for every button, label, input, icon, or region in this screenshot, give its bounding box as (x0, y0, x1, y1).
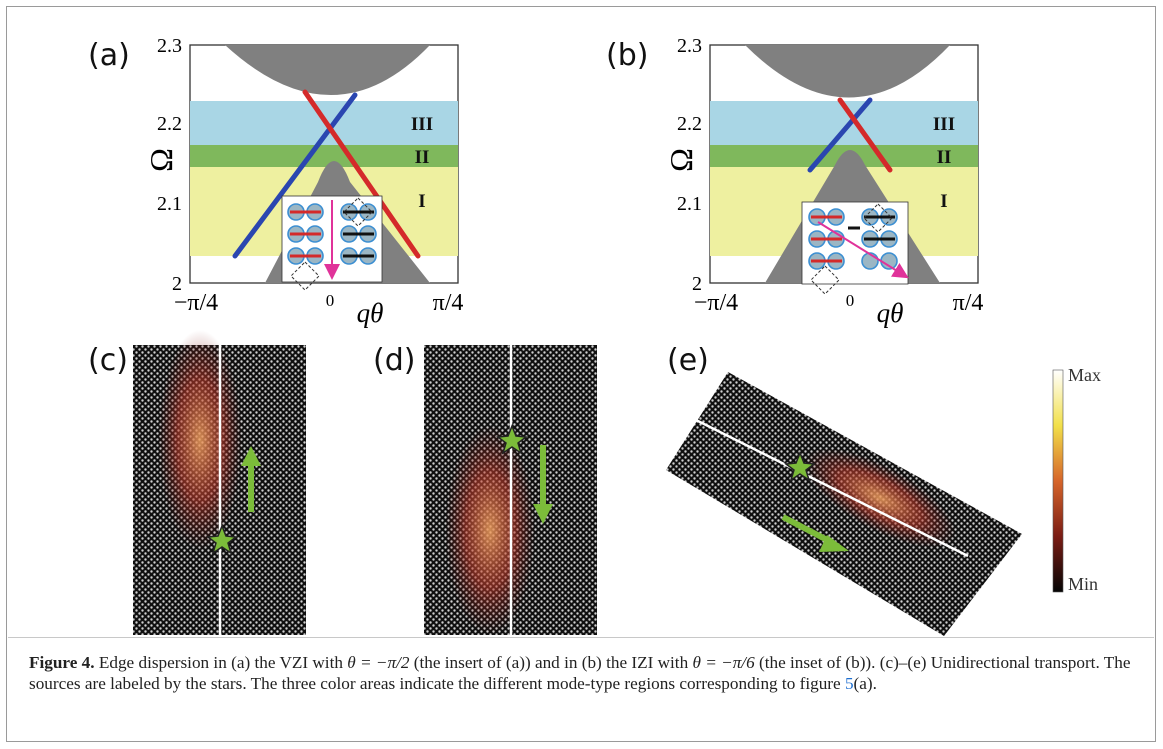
y-tick-b-2: 2.1 (677, 193, 702, 215)
x-axis-label-a: qθ (357, 298, 384, 328)
caption-text-2: (the insert of (a)) and in (b) the IZI w… (409, 653, 693, 672)
x-axis-label-b: qθ (877, 298, 904, 328)
edge-state-blue-b (807, 97, 873, 173)
figure-graphics: III II I 2.3 2.2 2.1 2 Ω −π/4 0 π/4 qθ (133, 35, 1101, 636)
region-label-I-a: I (418, 191, 425, 212)
caption-figure-label: Figure 4. (29, 653, 95, 672)
transport-map-d (424, 345, 597, 635)
panel-label-e: (e) (667, 343, 709, 378)
upper-bulk-band-a (225, 45, 430, 95)
y-tick-a-3: 2 (172, 273, 182, 295)
transport-map-c (133, 330, 306, 635)
propagation-arrow-e (781, 514, 835, 546)
caption-text-4: (a). (853, 674, 877, 693)
y-tick-a-1: 2.2 (157, 113, 182, 135)
y-axis-label-b: Ω (663, 148, 699, 172)
field-intensity-e (804, 448, 956, 548)
lattice-inset-a (281, 195, 383, 291)
region-label-II-b: II (937, 147, 952, 168)
upper-bulk-band-b (745, 45, 950, 98)
figure-caption: Figure 4. Edge dispersion in (a) the VZI… (29, 652, 1139, 694)
panel-label-b: (b) (606, 38, 649, 73)
source-star-c (206, 523, 238, 555)
colorbar-max-label: Max (1068, 365, 1101, 385)
region-label-III-b: III (933, 114, 955, 135)
colorbar: Max Min (1052, 365, 1101, 594)
panel-label-d: (d) (373, 343, 416, 378)
y-tick-b-0: 2.3 (677, 35, 702, 57)
caption-text-1: Edge dispersion in (a) the VZI with (94, 653, 348, 672)
colorbar-min-label: Min (1068, 574, 1098, 594)
x-tick-a-1: 0 (326, 291, 335, 310)
domain-wall-e (695, 418, 969, 558)
caption-equation-1: θ = −π/2 (347, 653, 410, 672)
x-tick-b-1: 0 (846, 291, 855, 310)
lattice-inset-b (801, 201, 909, 295)
caption-divider (8, 637, 1154, 638)
region-label-II-a: II (415, 147, 430, 168)
propagation-arrowhead-c (241, 446, 261, 466)
x-tick-b-2: π/4 (953, 290, 984, 316)
x-tick-a-2: π/4 (433, 290, 464, 316)
edge-state-blue-a (232, 92, 358, 259)
y-tick-b-3: 2 (692, 273, 702, 295)
caption-text-3: (the inset of (b)). (c)–(e) Unidirection… (29, 653, 1131, 693)
region-II-band-a (190, 145, 458, 167)
dispersion-plot-b: III II I 2.3 2.2 2.1 2 Ω −π/4 0 π/4 qθ (663, 35, 983, 328)
caption-equation-2: θ = −π/6 (692, 653, 755, 672)
y-tick-b-1: 2.2 (677, 113, 702, 135)
field-intensity-c (158, 330, 242, 550)
edge-state-red-b (837, 97, 893, 173)
y-tick-a-0: 2.3 (157, 35, 182, 57)
transport-map-e (666, 372, 1022, 636)
edge-state-red-a (302, 89, 421, 259)
dispersion-plot-a: III II I 2.3 2.2 2.1 2 Ω −π/4 0 π/4 qθ (143, 35, 463, 328)
panel-label-c: (c) (88, 343, 128, 378)
y-axis-label-a: Ω (143, 148, 179, 172)
propagation-arrowhead-d (533, 504, 553, 524)
panel-label-a: (a) (88, 38, 130, 73)
source-star-d (496, 423, 528, 455)
x-tick-a-0: −π/4 (174, 290, 218, 316)
caption-figure-link[interactable]: 5 (844, 674, 854, 693)
colorbar-gradient (1052, 369, 1064, 593)
x-tick-b-0: −π/4 (694, 290, 738, 316)
region-label-III-a: III (411, 114, 433, 135)
region-label-I-b: I (940, 191, 947, 212)
propagation-arrowhead-e (819, 535, 849, 552)
source-star-e (784, 450, 816, 482)
y-tick-a-2: 2.1 (157, 193, 182, 215)
figure-frame (6, 6, 1156, 742)
field-intensity-d (445, 425, 535, 635)
